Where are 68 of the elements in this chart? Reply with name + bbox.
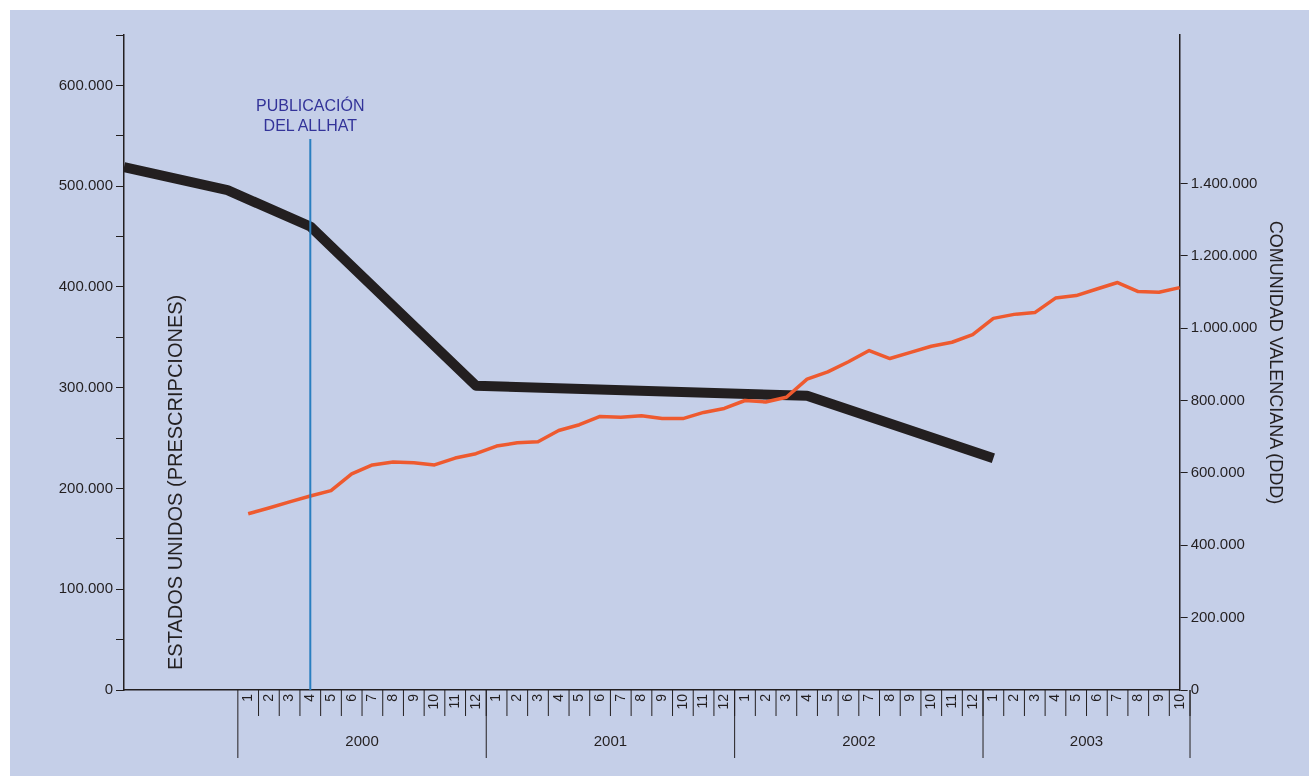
x-tick-label: 10 [425, 693, 442, 710]
x-tick-label: 9 [404, 693, 421, 702]
x-tick-label: 6 [839, 693, 856, 702]
y-tick-label: 300.000 [58, 377, 113, 395]
x-tick-label: 7 [363, 693, 380, 702]
x-tick-label: 2 [508, 693, 525, 702]
x-tick-label: 1 [487, 693, 504, 702]
x-tick-label: 3 [528, 693, 545, 702]
x-tick-label: 5 [818, 693, 835, 702]
x-tick-label: 2 [1004, 693, 1021, 702]
y2-tick-label: 1.400.000 [1190, 173, 1258, 191]
text: 2001 [593, 732, 628, 750]
x-tick-label: 6 [1087, 693, 1104, 702]
y-tick-label: 0 [104, 680, 113, 698]
x-tick-label: 10 [922, 693, 939, 710]
x-tick-label: 4 [797, 693, 814, 702]
x-tick-label: 7 [611, 693, 628, 702]
x-tick-label: 12 [715, 693, 732, 710]
y-tick-label: 400.000 [58, 277, 113, 295]
x-tick-label: 10 [1170, 693, 1187, 710]
x-tick-label: 8 [383, 693, 400, 702]
x-tick-label: 4 [549, 693, 566, 702]
y2-tick-label: 600.000 [1190, 463, 1245, 481]
y-tick-label: 200.000 [58, 478, 113, 496]
y-tick-label: 100.000 [58, 579, 113, 597]
x-tick-label: 2 [756, 693, 773, 702]
text: 2000 [345, 732, 379, 750]
x-tick-label: 2 [259, 693, 276, 702]
x-tick-label: 11 [446, 693, 463, 709]
y2-axis-title: COMUNIDAD VALENCIANA (DDD) [1266, 220, 1287, 505]
x-tick-label: 12 [963, 693, 980, 710]
x-tick-label: 5 [321, 693, 338, 702]
text: 2002 [842, 732, 876, 750]
y2-tick-label: 400.000 [1190, 535, 1245, 553]
x-tick-label: 6 [342, 693, 359, 702]
x-tick-label: 1 [239, 693, 256, 702]
x-tick-label: 8 [1129, 693, 1146, 702]
x-tick-label: 8 [880, 693, 897, 702]
x-tick-label: 9 [1149, 693, 1166, 702]
x-tick-label: 3 [280, 693, 297, 702]
x-tick-label: 7 [1108, 693, 1125, 702]
ref-line-label: PUBLICACIÓN DEL ALLHAT [256, 96, 365, 134]
y2-tick-label: 0 [1190, 680, 1200, 698]
x-tick-label: 5 [1067, 693, 1084, 702]
x-tick-label: 11 [942, 693, 959, 709]
y-tick-label: 600.000 [58, 75, 113, 93]
y2-tick-label: 200.000 [1190, 607, 1245, 625]
y2-tick-label: 800.000 [1190, 390, 1245, 408]
x-tick-label: 4 [1046, 693, 1063, 702]
x-tick-label: 3 [1025, 693, 1042, 702]
x-tick-label: 7 [860, 693, 877, 702]
x-tick-label: 10 [673, 693, 690, 710]
x-tick-label: 5 [570, 693, 587, 702]
y2-tick-label: 1.000.000 [1190, 318, 1258, 336]
x-tick-label: 9 [901, 693, 918, 702]
y-tick-label: 500.000 [58, 176, 113, 194]
text: 2003 [1069, 732, 1104, 750]
x-tick-label: 6 [590, 693, 607, 702]
y2-tick-label: 1.200.000 [1190, 245, 1258, 263]
y-axis-title: ESTADOS UNIDOS (PRESCRIPCIONES) [163, 294, 186, 670]
x-tick-label: 12 [466, 693, 483, 710]
x-tick-label: 4 [301, 693, 318, 702]
x-tick-label: 3 [777, 693, 794, 702]
x-tick-label: 9 [653, 693, 670, 702]
x-tick-label: 1 [984, 693, 1001, 702]
x-tick-label: 11 [694, 693, 711, 709]
x-tick-label: 8 [632, 693, 649, 702]
x-tick-label: 1 [735, 693, 752, 702]
